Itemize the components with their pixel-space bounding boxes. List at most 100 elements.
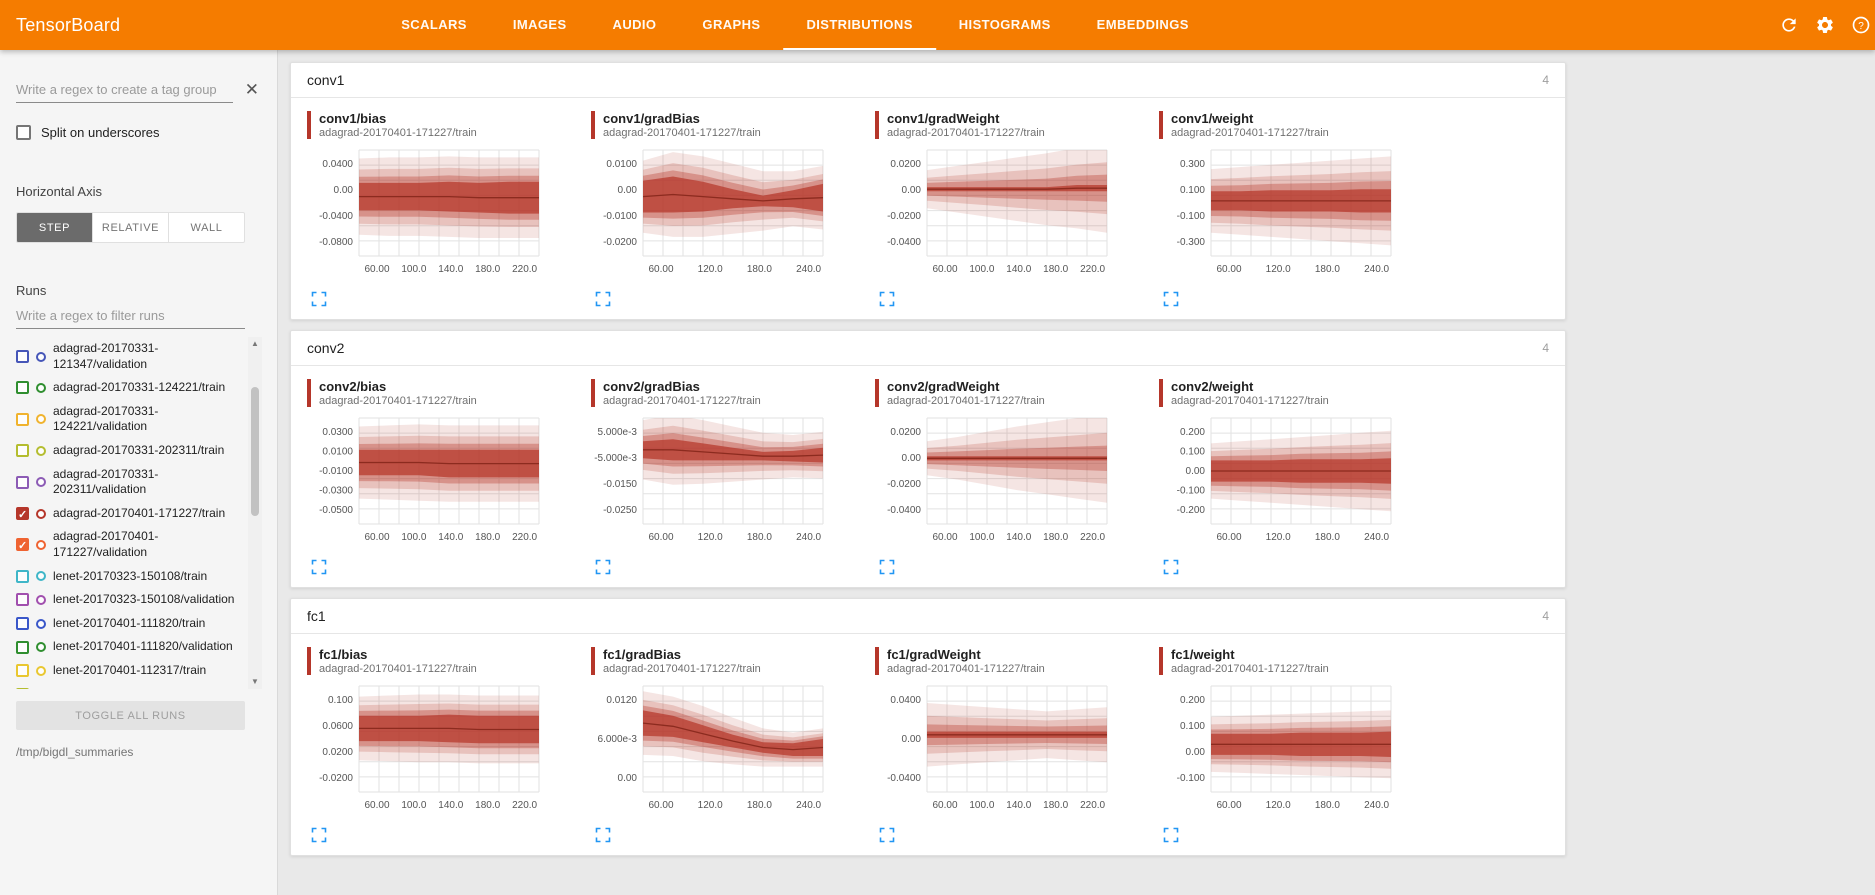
expand-chart-icon[interactable]: [1163, 827, 1179, 843]
chart-run-label: adagrad-20170401-171227/train: [319, 663, 477, 675]
distribution-chart[interactable]: 0.0300 0.0100 -0.0100 -0.0300 -0.0500 60.00 10…: [307, 412, 545, 554]
distribution-chart[interactable]: 0.0120 6.000e-3 0.00 60.00 120.0 180.0 240.0: [591, 680, 829, 822]
category-card: conv1 4 conv1/bias adagrad-20170401-171227/…: [290, 62, 1566, 320]
runs-regex-input[interactable]: [16, 302, 245, 329]
distribution-chart[interactable]: 0.0200 0.00 -0.0200 -0.0400 60.00 100.0 140.0 1…: [875, 144, 1113, 286]
distribution-chart[interactable]: 5.000e-3 -5.000e-3 -0.0150 -0.0250 60.00 120.…: [591, 412, 829, 554]
chart-run-label: adagrad-20170401-171227/train: [603, 127, 761, 139]
y-tick-label: 0.300: [1180, 159, 1205, 170]
scrollbar-thumb[interactable]: [251, 386, 259, 517]
run-item[interactable]: lenet-20170401-112317/validation: [16, 683, 242, 690]
run-item[interactable]: adagrad-20170331-202311/validation: [16, 463, 242, 502]
run-item[interactable]: adagrad-20170331-124221/validation: [16, 400, 242, 439]
tab-histograms[interactable]: HISTOGRAMS: [958, 16, 1051, 32]
x-tick-label: 240.0: [1364, 264, 1389, 275]
run-item[interactable]: adagrad-20170331-124221/train: [16, 376, 242, 400]
run-item[interactable]: lenet-20170323-150108/train: [16, 565, 242, 589]
run-checkbox[interactable]: [16, 640, 29, 654]
tab-audio[interactable]: AUDIO: [612, 16, 657, 32]
run-checkbox[interactable]: [16, 664, 29, 678]
run-checkbox[interactable]: [16, 412, 29, 426]
chart-title-block: fc1/weight adagrad-20170401-171227/train: [1159, 647, 1423, 675]
y-tick-label: 0.0600: [322, 721, 353, 732]
y-tick-label: 0.00: [1186, 747, 1206, 758]
run-item[interactable]: adagrad-20170331-121347/validation: [16, 337, 242, 376]
distribution-chart[interactable]: 0.0400 0.00 -0.0400 -0.0800 60.00 100.0 140.0 1…: [307, 144, 545, 286]
x-tick-label: 240.0: [1364, 800, 1389, 811]
tab-embeddings[interactable]: EMBEDDINGS: [1096, 16, 1189, 32]
category-title: fc1: [307, 608, 326, 624]
run-item[interactable]: lenet-20170401-111820/validation: [16, 635, 242, 659]
run-item[interactable]: lenet-20170323-150108/validation: [16, 588, 242, 612]
category-header[interactable]: conv1 4: [291, 63, 1565, 98]
x-tick-label: 180.0: [475, 264, 500, 275]
split-underscores-checkbox[interactable]: [16, 125, 31, 140]
expand-chart-icon[interactable]: [879, 827, 895, 843]
distribution-chart[interactable]: 0.100 0.0600 0.0200 -0.0200 60.00 100.0 140.0 1…: [307, 680, 545, 822]
y-tick-label: 0.0200: [890, 159, 921, 170]
category-header[interactable]: fc1 4: [291, 599, 1565, 634]
tab-graphs[interactable]: GRAPHS: [702, 16, 761, 32]
run-item[interactable]: lenet-20170401-111820/train: [16, 612, 242, 636]
run-checkbox[interactable]: [16, 687, 29, 689]
run-checkbox[interactable]: ✓: [16, 507, 29, 522]
x-tick-label: 60.00: [364, 264, 389, 275]
expand-chart-icon[interactable]: [879, 291, 895, 307]
x-tick-label: 100.0: [969, 264, 994, 275]
run-item[interactable]: ✓ adagrad-20170401-171227/train: [16, 502, 242, 526]
help-icon[interactable]: ?: [1851, 15, 1871, 35]
axis-option-relative[interactable]: RELATIVE: [93, 213, 169, 242]
category-header[interactable]: conv2 4: [291, 331, 1565, 366]
category-charts: fc1/bias adagrad-20170401-171227/train 0.1…: [291, 634, 1565, 855]
expand-chart-icon[interactable]: [311, 559, 327, 575]
tab-scalars[interactable]: SCALARS: [401, 16, 467, 32]
run-checkbox[interactable]: ✓: [16, 538, 29, 553]
expand-chart-icon[interactable]: [311, 827, 327, 843]
settings-gear-icon[interactable]: [1815, 15, 1835, 35]
run-color-ring-icon: [36, 594, 46, 605]
expand-chart-icon[interactable]: [595, 827, 611, 843]
expand-chart-icon[interactable]: [1163, 291, 1179, 307]
x-tick-label: 180.0: [1315, 264, 1340, 275]
run-checkbox[interactable]: [16, 381, 29, 395]
scroll-up-icon[interactable]: ▲: [251, 339, 259, 348]
distribution-chart[interactable]: 0.0400 0.00 -0.0400 60.00 100.0 140.0 180.0 220…: [875, 680, 1113, 822]
expand-chart-icon[interactable]: [595, 291, 611, 307]
tag-group-regex-input[interactable]: [16, 76, 233, 103]
split-underscores-row[interactable]: Split on underscores: [16, 125, 261, 140]
distribution-chart[interactable]: 0.0100 0.00 -0.0100 -0.0200 60.00 120.0 180.0 2…: [591, 144, 829, 286]
run-item[interactable]: adagrad-20170331-202311/train: [16, 439, 242, 463]
axis-option-step[interactable]: STEP: [17, 213, 93, 242]
run-checkbox[interactable]: [16, 593, 29, 607]
run-item[interactable]: ✓ adagrad-20170401-171227/validation: [16, 525, 242, 564]
run-checkbox[interactable]: [16, 569, 29, 583]
run-item[interactable]: lenet-20170401-112317/train: [16, 659, 242, 683]
expand-chart-icon[interactable]: [1163, 559, 1179, 575]
axis-option-wall[interactable]: WALL: [169, 213, 244, 242]
distribution-chart[interactable]: 0.0200 0.00 -0.0200 -0.0400 60.00 100.0 140.0 1…: [875, 412, 1113, 554]
scrollbar-track[interactable]: [248, 351, 262, 675]
run-name: lenet-20170401-112317/validation: [53, 687, 234, 690]
run-checkbox[interactable]: [16, 475, 29, 489]
run-checkbox[interactable]: [16, 444, 29, 458]
run-checkbox[interactable]: [16, 617, 29, 631]
distribution-chart[interactable]: 0.300 0.100 -0.100 -0.300 60.00 120.0 180.0 240…: [1159, 144, 1397, 286]
scroll-down-icon[interactable]: ▼: [251, 677, 259, 686]
tab-images[interactable]: IMAGES: [512, 16, 567, 32]
category-card: conv2 4 conv2/bias adagrad-20170401-171227/…: [290, 330, 1566, 588]
distribution-chart[interactable]: 0.200 0.100 0.00 -0.100 60.00 120.0 180.0 240.0: [1159, 680, 1397, 822]
tab-distributions[interactable]: DISTRIBUTIONS: [783, 0, 936, 50]
expand-chart-icon[interactable]: [595, 559, 611, 575]
y-tick-label: 0.100: [1180, 185, 1205, 196]
x-tick-label: 100.0: [969, 800, 994, 811]
distribution-chart[interactable]: 0.200 0.100 0.00 -0.100 -0.200 60.00 120.0 180.…: [1159, 412, 1397, 554]
run-checkbox[interactable]: [16, 350, 29, 364]
refresh-icon[interactable]: [1779, 15, 1799, 35]
close-icon[interactable]: ✕: [244, 80, 259, 99]
run-name: adagrad-20170331-121347/validation: [53, 341, 159, 371]
run-name: adagrad-20170331-202311/train: [53, 442, 225, 457]
expand-chart-icon[interactable]: [311, 291, 327, 307]
toggle-all-runs-button[interactable]: TOGGLE ALL RUNS: [16, 701, 245, 730]
expand-chart-icon[interactable]: [879, 559, 895, 575]
y-tick-label: -0.0100: [603, 211, 637, 222]
